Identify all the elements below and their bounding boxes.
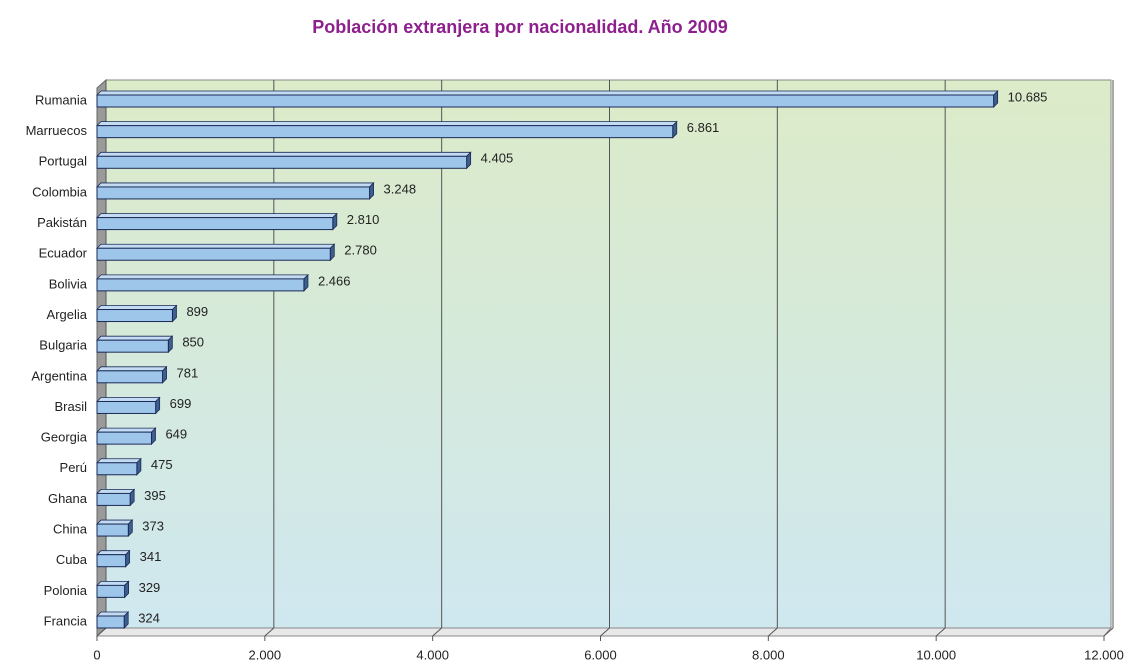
bar — [96, 125, 674, 139]
bar — [96, 247, 331, 261]
y-tick-label: Ghana — [48, 491, 88, 506]
grid-line — [600, 627, 610, 637]
bar — [96, 217, 334, 231]
bar-top — [96, 213, 338, 218]
y-tick-label: Portugal — [39, 154, 88, 169]
value-label: 649 — [165, 427, 187, 442]
x-tick-label: 12.000 — [1084, 647, 1124, 662]
floor — [95, 627, 1113, 637]
bar-top — [96, 182, 375, 188]
value-label: 324 — [138, 610, 160, 625]
value-label: 2.810 — [347, 212, 380, 227]
bar-top — [96, 335, 174, 341]
value-label: 2.780 — [344, 243, 377, 258]
bar-top — [96, 90, 999, 96]
bar — [96, 94, 995, 108]
value-label: 781 — [177, 365, 199, 380]
value-label: 2.466 — [318, 273, 351, 288]
x-tick-label: 10.000 — [916, 647, 956, 662]
bar-top — [96, 366, 168, 372]
value-label: 6.861 — [687, 120, 720, 135]
bar — [96, 523, 129, 537]
x-tick-label: 8.000 — [752, 647, 785, 662]
bar-top — [96, 550, 131, 556]
bar — [96, 339, 169, 353]
bar — [96, 554, 127, 568]
x-tick-label: 0 — [93, 647, 100, 662]
bar-top — [96, 580, 130, 586]
value-label: 699 — [170, 396, 192, 411]
bar-top — [96, 274, 309, 280]
y-tick-label: Brasil — [54, 399, 87, 414]
x-tick-label: 4.000 — [416, 647, 449, 662]
value-label: 4.405 — [481, 151, 514, 166]
bar — [96, 462, 138, 476]
bar — [96, 400, 157, 414]
value-label: 3.248 — [384, 181, 417, 196]
bar-top — [96, 611, 130, 617]
grid-line — [768, 627, 778, 637]
y-tick-label: Francia — [44, 613, 88, 628]
y-tick-label: Ecuador — [39, 246, 88, 261]
value-label: 475 — [151, 457, 173, 472]
y-tick-label: Polonia — [44, 583, 88, 598]
bar-top — [96, 519, 134, 525]
y-tick-label: Pakistán — [37, 215, 87, 230]
bar-top — [96, 151, 472, 157]
y-tick-label: Rumania — [35, 92, 88, 107]
bar — [96, 431, 152, 445]
bar-top — [96, 397, 161, 402]
bar — [96, 615, 125, 629]
bar — [96, 309, 173, 323]
chart-title: Población extranjera por nacionalidad. A… — [312, 17, 727, 37]
value-label: 10.685 — [1008, 89, 1048, 104]
y-tick-label: Georgia — [41, 430, 88, 445]
x-tick-label: 6.000 — [584, 647, 617, 662]
y-tick-label: Argentina — [31, 368, 87, 383]
y-tick-label: Argelia — [47, 307, 88, 322]
value-label: 395 — [144, 488, 166, 503]
bar-top — [96, 489, 136, 494]
grid-line — [264, 627, 275, 637]
bar-top — [96, 243, 336, 249]
value-label: 850 — [182, 335, 204, 350]
bar-top — [96, 305, 178, 310]
y-tick-label: Colombia — [32, 184, 88, 199]
grid-line — [1103, 627, 1114, 637]
value-label: 341 — [140, 549, 162, 564]
y-tick-label: Bulgaria — [39, 338, 87, 353]
bar-top — [96, 458, 142, 464]
bar — [96, 492, 131, 506]
bar-top — [96, 427, 157, 433]
value-label: 373 — [142, 518, 164, 533]
bar — [96, 584, 126, 598]
bar — [96, 278, 305, 292]
grid-line — [935, 627, 946, 637]
x-tick-label: 2.000 — [249, 647, 282, 662]
bar — [96, 186, 371, 200]
bar — [96, 370, 164, 384]
bar-top — [96, 121, 678, 127]
grid-line — [432, 627, 442, 637]
grid-line — [96, 627, 107, 637]
bar — [96, 155, 468, 169]
y-tick-label: Cuba — [56, 552, 88, 567]
y-tick-label: Marruecos — [26, 123, 88, 138]
y-tick-label: Bolivia — [49, 276, 88, 291]
y-tick-label: Perú — [60, 460, 87, 475]
y-tick-label: China — [53, 521, 88, 536]
value-label: 899 — [186, 304, 208, 319]
value-label: 329 — [139, 580, 161, 595]
